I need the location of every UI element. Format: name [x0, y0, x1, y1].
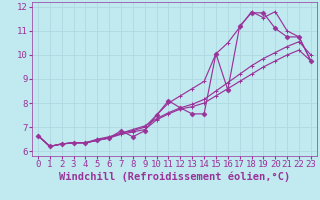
X-axis label: Windchill (Refroidissement éolien,°C): Windchill (Refroidissement éolien,°C) [59, 172, 290, 182]
